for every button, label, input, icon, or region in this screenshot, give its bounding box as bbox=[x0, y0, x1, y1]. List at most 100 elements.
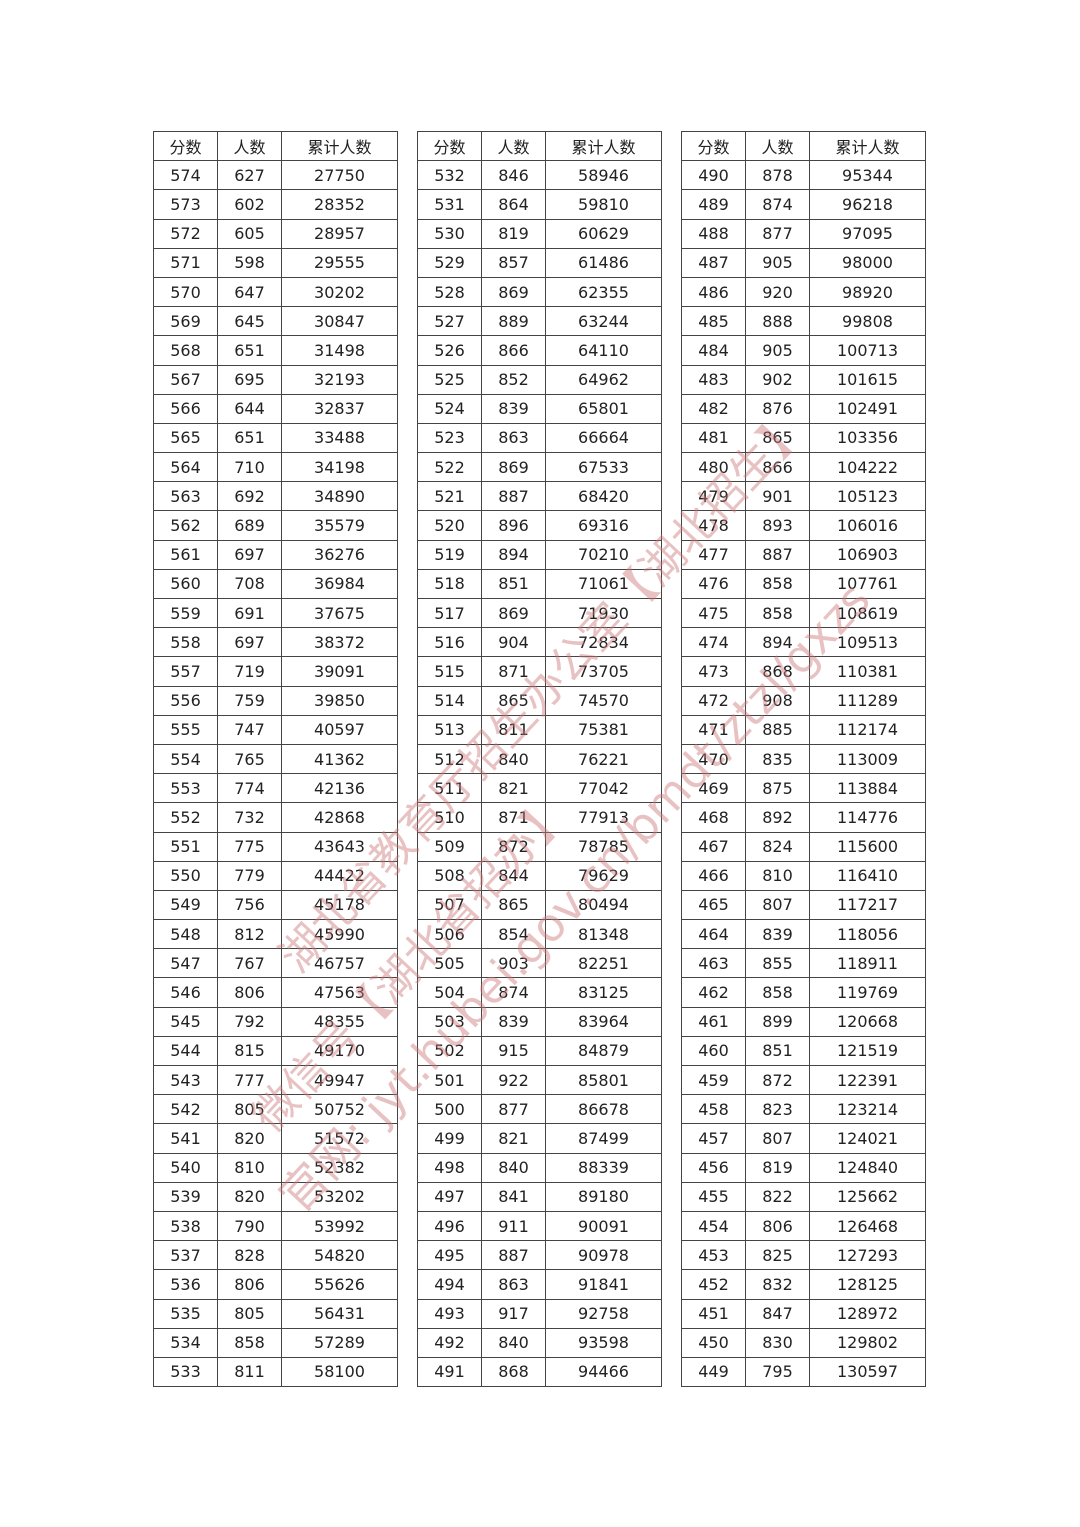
cumulative-cell: 56431 bbox=[281, 1298, 398, 1329]
table-row: 539 820 53202 bbox=[153, 1181, 398, 1212]
score-cell: 552 bbox=[153, 802, 218, 833]
count-cell: 885 bbox=[745, 714, 810, 745]
cumulative-cell: 111289 bbox=[809, 685, 926, 716]
table-row: 521 887 68420 bbox=[417, 481, 662, 512]
table-row: 561 697 36276 bbox=[153, 539, 398, 570]
score-cell: 562 bbox=[153, 510, 218, 541]
table-row: 516 904 72834 bbox=[417, 627, 662, 658]
count-cell: 917 bbox=[481, 1298, 546, 1329]
score-cell: 568 bbox=[153, 335, 218, 366]
count-cell: 868 bbox=[481, 1356, 546, 1388]
score-cell: 479 bbox=[681, 481, 746, 512]
score-cell: 515 bbox=[417, 656, 482, 687]
cumulative-cell: 110381 bbox=[809, 656, 926, 687]
table-row: 573 602 28352 bbox=[153, 189, 398, 220]
cumulative-cell: 108619 bbox=[809, 597, 926, 629]
cumulative-cell: 64962 bbox=[545, 364, 662, 395]
count-cell: 875 bbox=[745, 773, 810, 804]
cumulative-cell: 27750 bbox=[281, 160, 398, 191]
score-cell: 508 bbox=[417, 860, 482, 891]
count-cell: 651 bbox=[217, 422, 282, 454]
table-row: 525 852 64962 bbox=[417, 364, 662, 395]
count-cell: 825 bbox=[745, 1240, 810, 1271]
score-cell: 542 bbox=[153, 1094, 218, 1125]
score-cell: 469 bbox=[681, 773, 746, 804]
count-cell: 874 bbox=[745, 189, 810, 220]
score-cell: 531 bbox=[417, 189, 482, 220]
table-row: 556 759 39850 bbox=[153, 685, 398, 716]
cumulative-cell: 32837 bbox=[281, 393, 398, 424]
score-cell: 571 bbox=[153, 247, 218, 278]
table-row: 467 824 115600 bbox=[681, 831, 926, 862]
score-cell: 549 bbox=[153, 889, 218, 921]
cumulative-cell: 30847 bbox=[281, 306, 398, 337]
table-row: 543 777 49947 bbox=[153, 1064, 398, 1096]
table-row: 554 765 41362 bbox=[153, 743, 398, 775]
cumulative-cell: 53202 bbox=[281, 1181, 398, 1212]
count-cell: 896 bbox=[481, 510, 546, 541]
table-row: 510 871 77913 bbox=[417, 802, 662, 833]
table-row: 450 830 129802 bbox=[681, 1327, 926, 1358]
cumulative-cell: 79629 bbox=[545, 860, 662, 891]
count-cell: 792 bbox=[217, 1006, 282, 1037]
count-cell: 863 bbox=[481, 422, 546, 454]
score-cell: 517 bbox=[417, 597, 482, 629]
table-row: 483 902 101615 bbox=[681, 364, 926, 395]
cumulative-cell: 45178 bbox=[281, 889, 398, 921]
table-row: 519 894 70210 bbox=[417, 539, 662, 570]
score-cell: 451 bbox=[681, 1298, 746, 1329]
table-row: 456 819 124840 bbox=[681, 1152, 926, 1183]
table-row: 526 866 64110 bbox=[417, 335, 662, 366]
count-cell: 857 bbox=[481, 247, 546, 278]
count-cell: 598 bbox=[217, 247, 282, 278]
score-cell: 470 bbox=[681, 743, 746, 775]
count-cell: 840 bbox=[481, 1327, 546, 1358]
count-cell: 820 bbox=[217, 1123, 282, 1154]
table-row: 553 774 42136 bbox=[153, 773, 398, 804]
score-cell: 463 bbox=[681, 948, 746, 979]
count-cell: 903 bbox=[481, 948, 546, 979]
score-cell: 529 bbox=[417, 247, 482, 278]
score-cell: 560 bbox=[153, 568, 218, 600]
score-cell: 526 bbox=[417, 335, 482, 366]
table-row: 492 840 93598 bbox=[417, 1327, 662, 1358]
table-row: 571 598 29555 bbox=[153, 247, 398, 278]
count-cell: 894 bbox=[745, 627, 810, 658]
table-row: 468 892 114776 bbox=[681, 802, 926, 833]
score-header: 分数 bbox=[681, 130, 746, 162]
cumulative-cell: 51572 bbox=[281, 1123, 398, 1154]
count-cell: 767 bbox=[217, 948, 282, 979]
cumulative-cell: 117217 bbox=[809, 889, 926, 921]
table-header-row: 分数 人数 累计人数 bbox=[681, 130, 926, 162]
score-cell: 482 bbox=[681, 393, 746, 424]
score-cell: 523 bbox=[417, 422, 482, 454]
count-cell: 689 bbox=[217, 510, 282, 541]
count-cell: 864 bbox=[481, 189, 546, 220]
table-row: 453 825 127293 bbox=[681, 1240, 926, 1271]
score-cell: 460 bbox=[681, 1035, 746, 1067]
count-cell: 868 bbox=[745, 656, 810, 687]
count-cell: 887 bbox=[745, 539, 810, 570]
score-cell: 520 bbox=[417, 510, 482, 541]
cumulative-cell: 128125 bbox=[809, 1269, 926, 1300]
cumulative-cell: 119769 bbox=[809, 977, 926, 1008]
count-cell: 899 bbox=[745, 1006, 810, 1037]
count-cell: 852 bbox=[481, 364, 546, 395]
table-row: 482 876 102491 bbox=[681, 393, 926, 424]
score-cell: 547 bbox=[153, 948, 218, 979]
table-row: 501 922 85801 bbox=[417, 1064, 662, 1096]
score-cell: 512 bbox=[417, 743, 482, 775]
count-header: 人数 bbox=[481, 130, 546, 162]
cumulative-cell: 76221 bbox=[545, 743, 662, 775]
table-row: 559 691 37675 bbox=[153, 597, 398, 629]
count-cell: 759 bbox=[217, 685, 282, 716]
count-cell: 821 bbox=[481, 1123, 546, 1154]
cumulative-cell: 82251 bbox=[545, 948, 662, 979]
score-cell: 455 bbox=[681, 1181, 746, 1212]
table-row: 469 875 113884 bbox=[681, 773, 926, 804]
score-cell: 566 bbox=[153, 393, 218, 424]
table-row: 481 865 103356 bbox=[681, 422, 926, 454]
table-row: 489 874 96218 bbox=[681, 189, 926, 220]
score-cell: 540 bbox=[153, 1152, 218, 1183]
table-row: 563 692 34890 bbox=[153, 481, 398, 512]
